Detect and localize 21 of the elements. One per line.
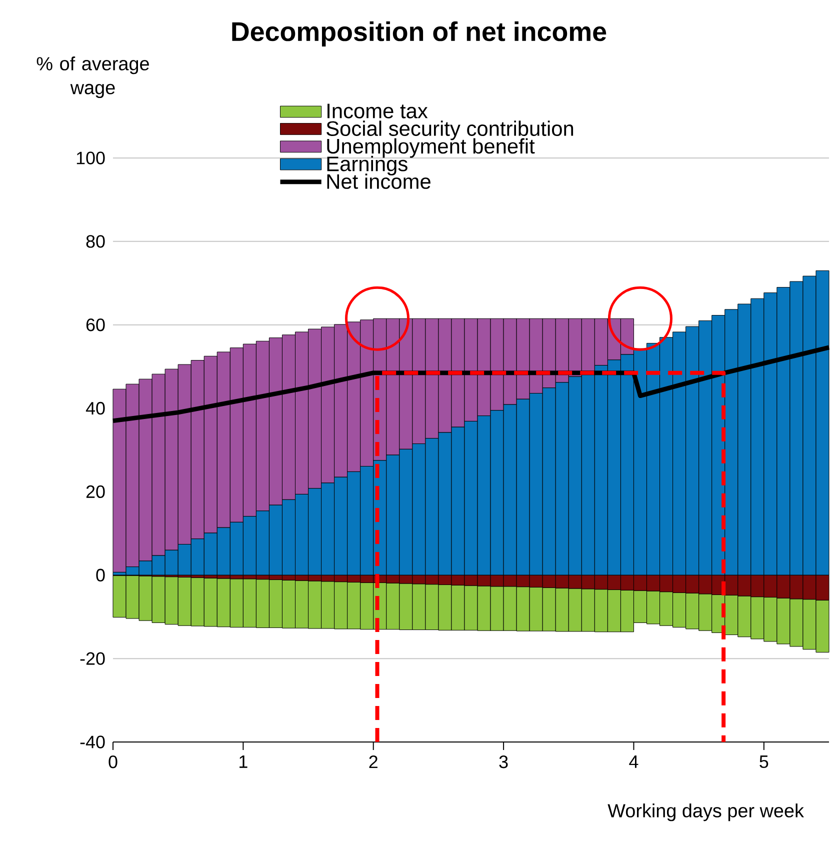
- x-tick-label: 1: [239, 756, 248, 768]
- legend-label: Earnings: [327, 156, 408, 176]
- y-tick-label: 60: [86, 318, 105, 332]
- x-tick-label: 4: [629, 756, 638, 768]
- x-tick-label: 0: [108, 756, 118, 768]
- x-tick-label: 3: [499, 756, 508, 768]
- x-axis-title: Working days per week: [608, 804, 804, 822]
- legend-label: Unemployment benefit: [327, 138, 535, 158]
- y-tick-label: 20: [86, 485, 105, 498]
- chart-title: Decomposition of net income: [232, 21, 606, 46]
- legend-label: Income tax: [327, 104, 428, 118]
- y-tick-label: 0: [96, 568, 105, 582]
- y-tick-label: -20: [80, 652, 105, 665]
- x-tick-label: 5: [760, 756, 768, 768]
- y-tick-label: 100: [76, 152, 105, 164]
- legend-label: Net income: [327, 174, 430, 189]
- y-tick-label: 40: [86, 402, 105, 415]
- x-tick-label: 2: [369, 756, 378, 768]
- y-axis-title: % of average wage: [36, 56, 149, 98]
- y-tick-label: -40: [80, 736, 105, 748]
- y-tick-label: 80: [86, 235, 105, 248]
